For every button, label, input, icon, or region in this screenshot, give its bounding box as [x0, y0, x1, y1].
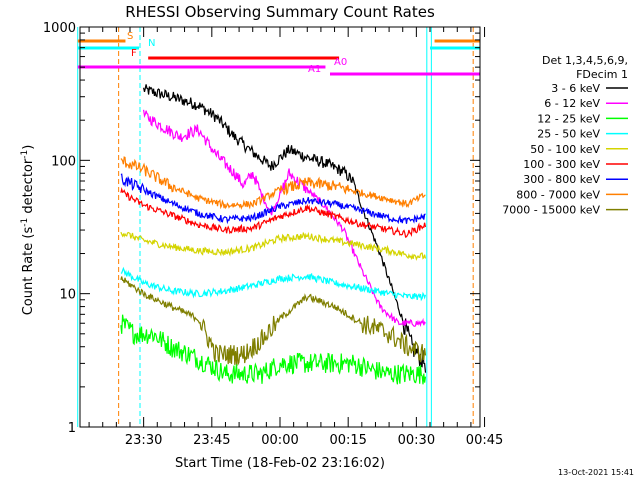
x-tick-label: 00:45: [466, 433, 503, 448]
flag-label-f: F: [131, 48, 137, 59]
x-tick-label: 00:15: [329, 433, 366, 448]
legend-label: 3 - 6 keV: [551, 82, 600, 95]
legend-header-line2: FDecim 1: [576, 68, 628, 81]
legend-label: 6 - 12 keV: [544, 97, 600, 110]
legend-label: 800 - 7000 keV: [516, 188, 600, 201]
series-line-5: [120, 187, 427, 238]
y-tick-label: 100: [51, 154, 76, 169]
series-line-0: [143, 84, 427, 373]
y-tick-label: 1000: [43, 21, 76, 36]
y-tick-label: 10: [59, 288, 76, 303]
plot-area: S NF A0 A1 1 10 100 1000 23:30 23:45 00:00 00:15 00:…: [43, 21, 503, 448]
y-axis-label-sup2: -1: [20, 150, 30, 159]
y-axis-label: Count Rate (s-1 detector-1): [20, 145, 36, 316]
y-axis-label-sup1: -1: [20, 218, 30, 227]
series-line-6: [120, 173, 426, 225]
legend-label: 25 - 50 keV: [537, 128, 600, 141]
legend-label: 100 - 300 keV: [523, 158, 600, 171]
flag-label-n: N: [148, 38, 155, 49]
legend-label: 50 - 100 keV: [530, 143, 600, 156]
series-line-8: [120, 276, 427, 367]
x-tick-label: 23:45: [193, 433, 230, 448]
flag-label-s: S: [127, 31, 133, 42]
x-tick-label: 23:30: [125, 433, 162, 448]
series-line-7: [120, 156, 426, 210]
timestamp: 13-Oct-2021 15:41: [558, 468, 634, 477]
series-line-2: [120, 314, 427, 385]
x-axis-label: Start Time (18-Feb-02 23:16:02): [175, 456, 385, 471]
x-tick-label: 00:30: [398, 433, 435, 448]
legend-label: 12 - 25 keV: [537, 112, 600, 125]
flag-label-a1: A1: [308, 64, 321, 75]
chart-title: RHESSI Observing Summary Count Rates: [125, 3, 435, 21]
series-line-4: [120, 231, 427, 261]
x-tick-label: 00:00: [261, 433, 298, 448]
y-axis-label-main: Count Rate (s: [21, 227, 36, 316]
legend-label: 300 - 800 keV: [523, 173, 600, 186]
series-line-3: [120, 266, 427, 302]
flag-label-a0: A0: [334, 57, 347, 68]
series-line-1: [143, 109, 426, 328]
y-axis-label-end: ): [21, 145, 36, 150]
legend-label: 7000 - 15000 keV: [502, 204, 600, 217]
y-tick-label: 1: [68, 421, 76, 436]
legend-header-line1: Det 1,3,4,5,6,9,: [542, 54, 628, 67]
y-axis-label-mid: detector: [21, 158, 36, 218]
legend: 3 - 6 keV 6 - 12 keV 12 - 25 keV 25 - 50 ke…: [502, 82, 628, 217]
